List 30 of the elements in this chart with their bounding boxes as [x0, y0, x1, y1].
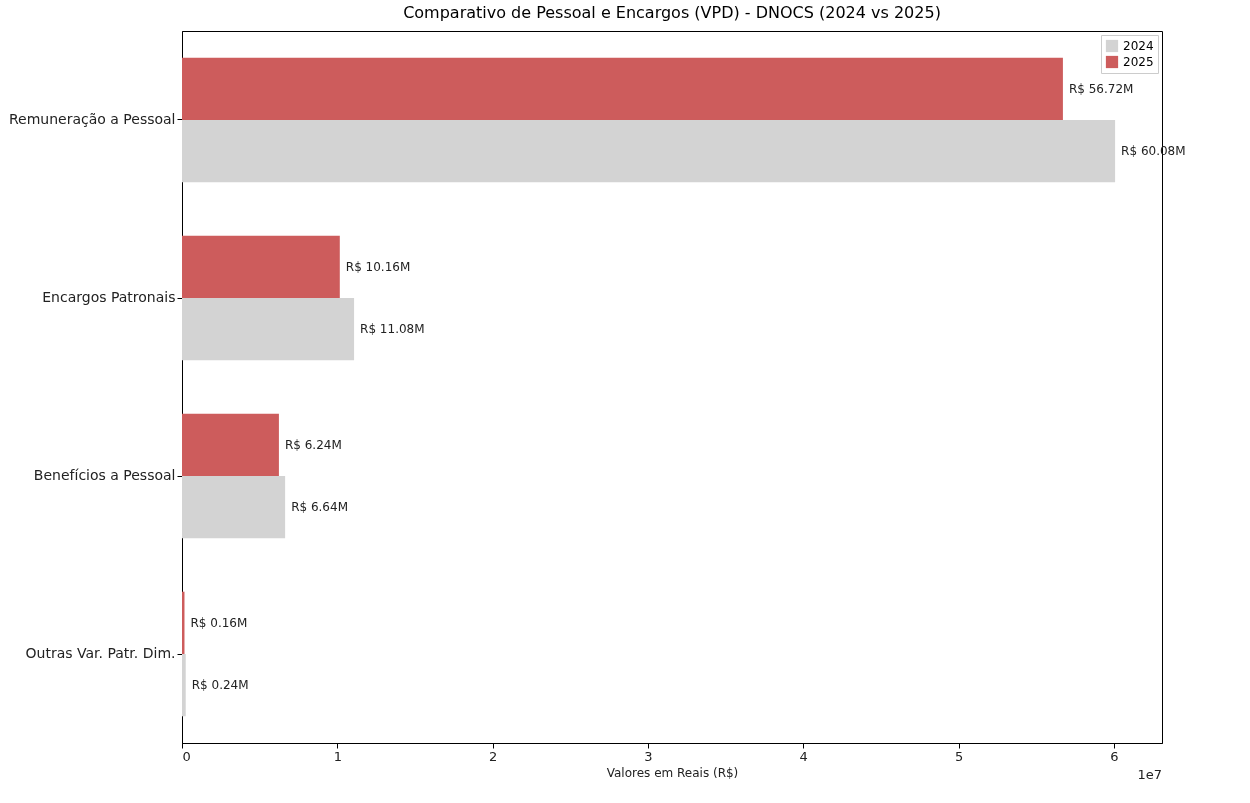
y-tick-label: Remuneração a Pessoal — [8, 111, 176, 127]
bar — [182, 57, 1063, 120]
legend-label: 2024 — [1123, 39, 1154, 53]
x-tick-label: 2 — [488, 748, 498, 764]
y-tick-label: Benefícios a Pessoal — [33, 467, 176, 483]
data-label: R$ 6.24M — [284, 437, 342, 452]
x-tick-label: 0 — [182, 748, 191, 764]
x-tick-label: 3 — [644, 748, 653, 764]
y-tick-label: Outras Var. Patr. Dim. — [25, 645, 176, 661]
y-tick-label: Encargos Patronais — [42, 289, 176, 305]
bar — [182, 235, 340, 298]
text: 1e7 — [1137, 767, 1162, 782]
x-tick-label: 4 — [799, 748, 808, 764]
x-tick-label: 1 — [333, 748, 342, 764]
chart-title: Comparativo de Pessoal e Encargos (VPD) - DNOCS (2024 vs 2025) — [403, 3, 941, 22]
data-label: R$ 11.08M — [360, 322, 425, 337]
bar — [182, 120, 1116, 183]
data-label: R$ 10.16M — [345, 259, 411, 274]
bar — [182, 413, 279, 476]
bar — [182, 298, 355, 361]
x-tick-label: 6 — [1110, 748, 1119, 764]
bar — [182, 476, 286, 539]
x-axis-title: Valores em Reais (R$) — [606, 765, 739, 780]
legend-label: 2025 — [1123, 55, 1154, 69]
data-label: R$ 56.72M — [1068, 81, 1134, 96]
data-label: R$ 6.64M — [291, 500, 348, 515]
bar — [182, 654, 186, 717]
x-tick-label: 5 — [954, 748, 964, 764]
data-label: R$ 0.24M — [191, 678, 249, 693]
data-label: R$ 0.16M — [190, 615, 248, 630]
